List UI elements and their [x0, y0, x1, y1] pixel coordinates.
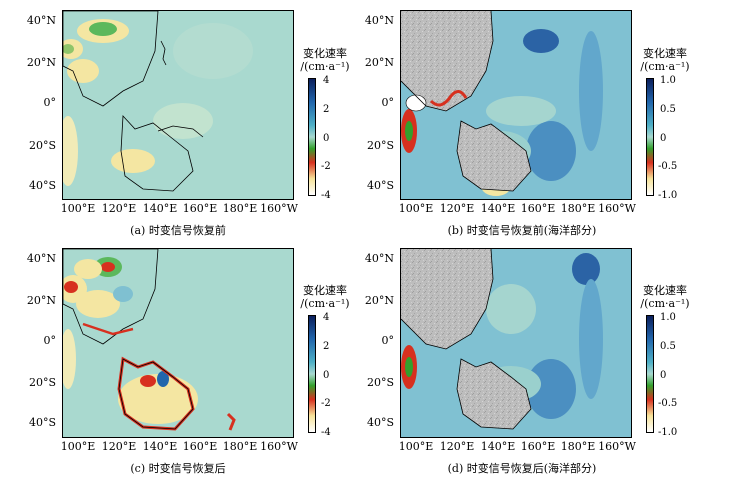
xtick-160e-b: 160°E: [520, 202, 556, 215]
xtick-160e-a: 160°E: [182, 202, 218, 215]
ytick-0-d: 0°: [381, 334, 395, 347]
ytick-20n-a: 20°N: [26, 56, 56, 69]
map-a: [62, 10, 294, 200]
cb-tick-b-4: -1.0: [658, 190, 678, 201]
xtick-100e-b: 100°E: [398, 202, 434, 215]
cb-tick-a-4: -4: [321, 190, 331, 201]
map-c-field: [63, 249, 293, 437]
cb-tick-d-3: -0.5: [658, 398, 678, 409]
xtick-120e-b: 120°E: [439, 202, 475, 215]
cb-tick-d-0: 1.0: [660, 312, 676, 323]
ytick-40n-b: 40°N: [364, 14, 394, 27]
cb-tick-a-0: 4: [323, 75, 330, 86]
colorbar-d: [646, 315, 654, 433]
cb-tick-b-2: 0: [660, 133, 667, 144]
ytick-20s-d: 20°S: [366, 376, 394, 389]
ytick-40n-d: 40°N: [364, 252, 394, 265]
xtick-180e-d: 180°E: [560, 440, 596, 453]
ytick-40n-a: 40°N: [26, 14, 56, 27]
legend-title-c: 变化速率/(cm·a⁻¹): [300, 284, 350, 310]
colorbar-c: [308, 315, 316, 433]
caption-d: (d) 时变信号恢复后(海洋部分): [447, 462, 597, 475]
cb-tick-b-0: 1.0: [660, 75, 676, 86]
xtick-100e-d: 100°E: [398, 440, 434, 453]
xtick-140e-b: 140°E: [480, 202, 516, 215]
colorbar-a: [308, 78, 316, 196]
xtick-160w-a: 160°W: [260, 202, 298, 215]
map-a-field: [63, 11, 293, 199]
xtick-140e-d: 140°E: [480, 440, 516, 453]
xtick-160w-c: 160°W: [260, 440, 298, 453]
ytick-40n-c: 40°N: [26, 252, 56, 265]
colorbar-b: [646, 78, 654, 196]
caption-a: (a) 时变信号恢复前: [130, 224, 226, 237]
legend-title-b: 变化速率/(cm·a⁻¹): [640, 47, 690, 73]
xtick-140e-a: 140°E: [142, 202, 178, 215]
legend-title-d: 变化速率/(cm·a⁻¹): [640, 284, 690, 310]
ytick-40s-c: 40°S: [28, 416, 56, 429]
xtick-180e-b: 180°E: [560, 202, 596, 215]
cb-tick-a-2: 0: [323, 133, 330, 144]
cb-tick-b-3: -0.5: [658, 161, 678, 172]
ytick-20s-a: 20°S: [28, 139, 56, 152]
ytick-0-a: 0°: [43, 96, 57, 109]
map-c: [62, 248, 294, 438]
cb-tick-a-1: 2: [323, 104, 330, 115]
xtick-160e-c: 160°E: [182, 440, 218, 453]
cb-tick-b-1: 0.5: [660, 104, 676, 115]
ytick-0-c: 0°: [43, 334, 57, 347]
cb-tick-d-4: -1.0: [658, 427, 678, 438]
xtick-180e-a: 180°E: [222, 202, 258, 215]
caption-c: (c) 时变信号恢复后: [130, 462, 226, 475]
xtick-120e-c: 120°E: [101, 440, 137, 453]
ytick-20n-c: 20°N: [26, 294, 56, 307]
map-b: [400, 10, 632, 200]
xtick-100e-c: 100°E: [60, 440, 96, 453]
xtick-160w-b: 160°W: [598, 202, 636, 215]
ytick-20n-b: 20°N: [364, 56, 394, 69]
ytick-20n-d: 20°N: [364, 294, 394, 307]
xtick-160e-d: 160°E: [520, 440, 556, 453]
map-d-field: [401, 249, 631, 437]
xtick-160w-d: 160°W: [598, 440, 636, 453]
cb-tick-c-0: 4: [323, 312, 330, 323]
cb-tick-a-3: -2: [321, 161, 331, 172]
cb-tick-c-4: -4: [321, 427, 331, 438]
legend-title-a: 变化速率/(cm·a⁻¹): [300, 47, 350, 73]
map-d: [400, 248, 632, 438]
ytick-40s-a: 40°S: [28, 179, 56, 192]
xtick-180e-c: 180°E: [222, 440, 258, 453]
cb-tick-c-2: 0: [323, 370, 330, 381]
ytick-20s-c: 20°S: [28, 376, 56, 389]
cb-tick-c-3: -2: [321, 398, 331, 409]
xtick-140e-c: 140°E: [142, 440, 178, 453]
xtick-100e-a: 100°E: [60, 202, 96, 215]
xtick-120e-a: 120°E: [101, 202, 137, 215]
xtick-120e-d: 120°E: [439, 440, 475, 453]
cb-tick-d-1: 0.5: [660, 341, 676, 352]
ytick-40s-d: 40°S: [366, 416, 394, 429]
cb-tick-d-2: 0: [660, 370, 667, 381]
cb-tick-c-1: 2: [323, 341, 330, 352]
ytick-0-b: 0°: [381, 96, 395, 109]
ytick-20s-b: 20°S: [366, 139, 394, 152]
map-b-field: [401, 11, 631, 199]
ytick-40s-b: 40°S: [366, 179, 394, 192]
caption-b: (b) 时变信号恢复前(海洋部分): [447, 224, 597, 237]
